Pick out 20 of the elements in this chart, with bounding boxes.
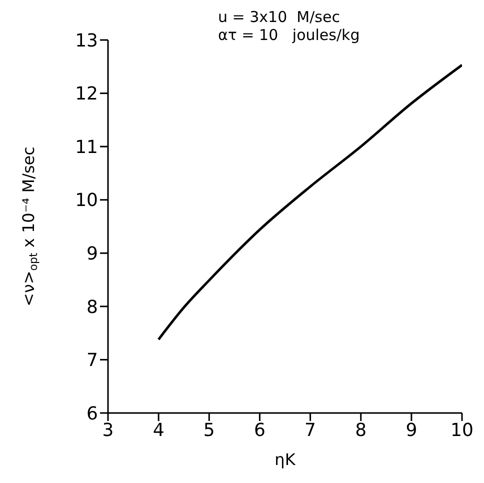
y-tick-label: 10 [75, 190, 98, 212]
x-axis-title: ηK [274, 450, 296, 469]
annotation: ατ = 10 joules/kg [218, 26, 360, 44]
x-tick-label: 7 [304, 420, 316, 441]
x-tick-label: 9 [406, 420, 418, 441]
x-tick-label: 3 [102, 420, 114, 441]
x-tick-label: 10 [450, 420, 474, 441]
y-tick-label: 12 [75, 84, 98, 105]
y-tick-label: 8 [86, 296, 98, 318]
y-tick-label: 6 [86, 403, 98, 424]
x-tick-label: 6 [254, 420, 266, 441]
text: u = 3x10 M/sec [218, 8, 341, 26]
y-tick-label: 9 [86, 244, 98, 265]
x-tick-label: 5 [203, 420, 215, 441]
line-series [157, 64, 462, 341]
y-tick-label: 11 [75, 136, 98, 158]
x-tick-label: 8 [355, 420, 367, 441]
y-tick-label: 7 [86, 350, 98, 372]
y-tick-label: 13 [75, 30, 98, 52]
x-tick-label: 4 [152, 420, 164, 441]
